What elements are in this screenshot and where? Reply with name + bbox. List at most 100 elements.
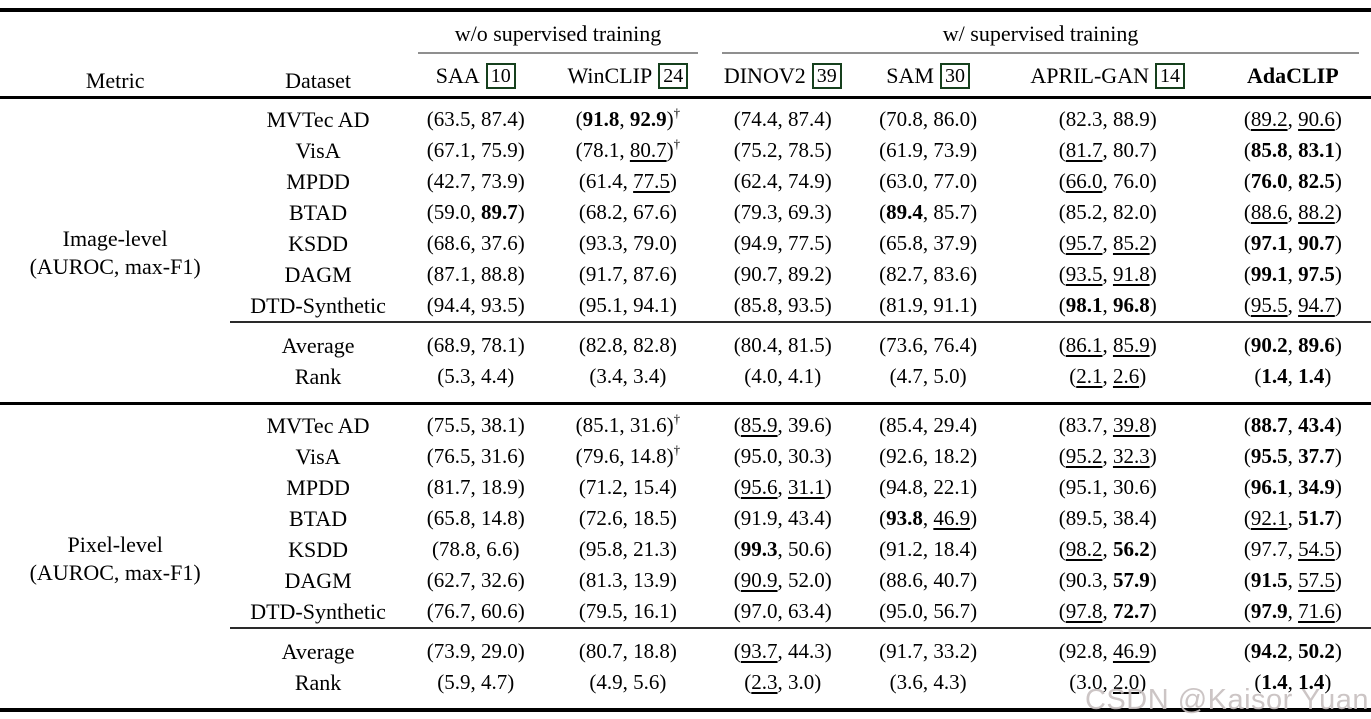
value-cell: (86.1, 85.9)	[1000, 321, 1215, 361]
dataset-row: VisA (76.5, 31.6) (79.6, 14.8)† (95.0, 30.3…	[0, 441, 1371, 472]
value-cell: (73.6, 76.4)	[855, 321, 1001, 361]
value-cell: (91.9, 43.4)	[733, 506, 832, 530]
metric-value: 37.9	[933, 231, 971, 255]
value-cell: (95.0, 56.7)	[879, 599, 978, 623]
method-name: APRIL-GAN	[1030, 62, 1149, 88]
value-cell: (95.7, 85.2)	[1058, 231, 1157, 255]
metric-label-line: Pixel-level	[67, 532, 163, 557]
metric-value: 87.6	[633, 262, 670, 286]
method-name: AdaCLIP	[1246, 62, 1339, 88]
metric-value: 67.1	[433, 138, 471, 162]
metric-value: 83.6	[933, 262, 971, 286]
dataset-row: DAGM (62.7, 32.6) (81.3, 13.9) (90.9, 52.0)…	[0, 565, 1371, 596]
value-cell: (95.1, 94.1)	[578, 293, 677, 317]
metric-value: 88.2	[1298, 200, 1335, 224]
metric-value: 81.9	[886, 293, 923, 317]
metric-label: Pixel-level (AUROC, max-F1)	[0, 404, 230, 711]
metric-value: 99.3	[740, 537, 778, 561]
value-cell: (5.3, 4.4)	[437, 364, 515, 388]
dataset-row: MPDD (42.7, 73.9) (61.4, 77.5) (62.4, 74.9)…	[0, 166, 1371, 197]
group-header-unsupervised-label: w/o supervised training	[417, 21, 699, 54]
metric-value: 70.8	[886, 107, 923, 131]
col-header-dinov2: DINOV2 39	[710, 54, 855, 98]
metric-value: 50.2	[1298, 639, 1335, 663]
summary-row: Average (68.9, 78.1) (82.8, 82.8) (80.4, 81…	[0, 321, 1371, 361]
value-cell: (97.7, 54.5)	[1243, 537, 1342, 561]
metric-value: 44.3	[788, 639, 825, 663]
value-cell: (85.8, 83.1)	[1243, 138, 1342, 162]
metric-value: 2.6	[1112, 364, 1140, 388]
value-cell: (92.6, 18.2)	[879, 444, 978, 468]
metric-value: 39.6	[788, 413, 825, 437]
value-cell: (63.0, 77.0)	[879, 169, 978, 193]
summary-row: Rank (5.3, 4.4) (3.4, 3.4) (4.0, 4.1) (4.7, …	[0, 361, 1371, 404]
metric-value: 18.2	[933, 444, 971, 468]
metric-value: 5.0	[933, 364, 960, 388]
metric-value: 91.2	[886, 537, 923, 561]
metric-value: 33.2	[933, 639, 971, 663]
col-header-saa: SAA 10	[406, 54, 546, 98]
value-cell: (91.5, 57.5)	[1243, 568, 1342, 592]
value-cell: (83.7, 39.8)	[1058, 413, 1157, 437]
metric-value: 91.7	[886, 639, 923, 663]
value-cell: (95.6, 31.1)	[733, 475, 832, 499]
metric-label-line: (AUROC, max-F1)	[29, 254, 201, 279]
header-method-row: SAA 10 WinCLIP 24 DINOV2 39 SAM 30 APRIL-GAN…	[0, 54, 1371, 98]
value-cell: (89.4, 85.7)	[879, 200, 978, 224]
citation-box: 24	[658, 62, 689, 89]
dagger-marker: †	[673, 442, 681, 457]
value-cell: (81.7, 18.9)	[426, 475, 525, 499]
dataset-name: BTAD	[288, 506, 348, 531]
value-cell: (96.1, 34.9)	[1243, 475, 1342, 499]
value-cell: (85.1, 31.6)†	[575, 411, 681, 437]
metric-value: 63.0	[886, 169, 923, 193]
metric-value: 4.0	[751, 364, 778, 388]
value-cell: (92.8, 46.9)	[1000, 627, 1215, 667]
value-cell: (59.0, 89.7)	[426, 200, 525, 224]
dataset-name: Rank	[294, 364, 342, 389]
value-cell: (95.8, 21.3)	[578, 537, 677, 561]
metric-value: 40.7	[933, 568, 971, 592]
value-cell: (95.1, 30.6)	[1058, 475, 1157, 499]
metric-value: 13.9	[633, 568, 670, 592]
value-cell: (91.2, 18.4)	[879, 537, 978, 561]
metric-value: 18.9	[480, 475, 518, 499]
citation-box: 10	[485, 62, 516, 89]
metric-value: 72.7	[1112, 599, 1150, 623]
metric-value: 37.6	[480, 231, 518, 255]
metric-value: 32.3	[1112, 444, 1150, 468]
metric-value: 98.1	[1065, 293, 1103, 317]
metric-value: 3.0	[1076, 670, 1103, 694]
value-cell: (62.7, 32.6)	[426, 568, 525, 592]
metric-value: 89.5	[1065, 506, 1103, 530]
metric-label: Image-level (AUROC, max-F1)	[0, 98, 230, 404]
metric-value: 46.9	[1112, 639, 1150, 663]
dataset-name: DAGM	[284, 262, 352, 287]
value-cell: (89.5, 38.4)	[1058, 506, 1157, 530]
value-cell: (88.6, 40.7)	[879, 568, 978, 592]
value-cell: (68.9, 78.1)	[405, 321, 546, 361]
value-cell: (90.9, 52.0)	[733, 568, 832, 592]
metric-value: 93.8	[886, 506, 923, 530]
value-cell: (87.1, 88.8)	[426, 262, 525, 286]
metric-value: 85.9	[740, 413, 778, 437]
metric-value: 76.4	[933, 333, 971, 357]
value-cell: (78.8, 6.6)	[431, 537, 520, 561]
metric-value: 73.9	[433, 639, 471, 663]
metric-value: 82.0	[1112, 200, 1150, 224]
metric-value: 85.9	[1112, 333, 1150, 357]
metric-value: 93.5	[788, 293, 825, 317]
metric-column-header: Metric	[85, 68, 145, 93]
metric-value: 65.8	[433, 506, 471, 530]
metric-value: 91.8	[582, 107, 620, 131]
metric-value: 71.2	[585, 475, 623, 499]
metric-value: 95.5	[1250, 293, 1288, 317]
value-cell: (94.8, 22.1)	[879, 475, 978, 499]
metric-value: 94.1	[633, 293, 670, 317]
metric-value: 91.7	[585, 262, 623, 286]
metric-value: 2.0	[1112, 670, 1140, 694]
metric-value: 95.7	[1065, 231, 1103, 255]
metric-value: 78.8	[438, 537, 476, 561]
metric-value: 94.8	[886, 475, 923, 499]
metric-value: 43.4	[1298, 413, 1335, 437]
